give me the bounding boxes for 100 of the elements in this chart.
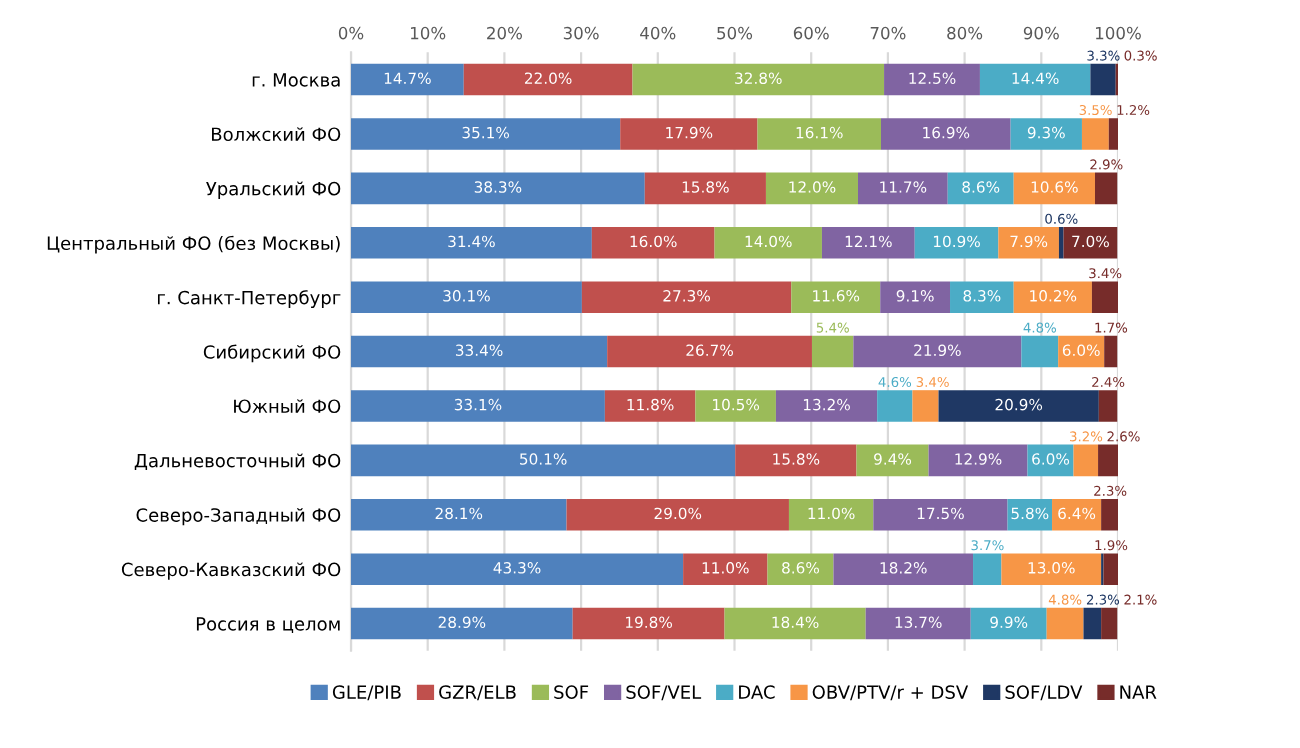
y-tick-label: г. Москва [252, 73, 340, 87]
bar [821, 226, 915, 259]
bar [788, 498, 874, 531]
bar [351, 118, 621, 150]
y-tick-label: Волжский ФО [212, 127, 341, 142]
legend-label: OBV/PTV/r + DSV [812, 685, 969, 701]
bar [351, 553, 684, 585]
bar [757, 118, 881, 150]
bar [351, 63, 464, 96]
bar [604, 390, 696, 422]
bar [591, 226, 715, 259]
x-tick-label: 30% [563, 26, 599, 40]
legend-label: GLE/PIB [332, 685, 401, 701]
bar [1090, 63, 1116, 96]
bar [1101, 607, 1118, 640]
bar [880, 281, 951, 313]
legend-label: DAC [739, 685, 775, 699]
bar [938, 390, 1099, 422]
bar [881, 118, 1011, 150]
bar [351, 335, 608, 368]
bar [853, 335, 1022, 368]
bar [873, 498, 1008, 531]
bar [1083, 607, 1102, 640]
bar [1098, 444, 1118, 477]
bar [1101, 498, 1118, 531]
y-tick-label: г. Санкт-Петербург [157, 290, 341, 308]
bar [607, 335, 812, 368]
y-tick-label: Дальневосточный ФО [134, 453, 341, 471]
bar [1091, 281, 1118, 313]
bar [1058, 335, 1105, 368]
bar [979, 63, 1091, 96]
bar [1013, 281, 1092, 313]
bar [351, 607, 573, 640]
bar [644, 172, 766, 205]
bar [1010, 118, 1082, 150]
y-tick-label: Сибирский ФО [203, 344, 341, 363]
bar [1098, 390, 1118, 422]
bar [811, 335, 854, 368]
bar [351, 281, 582, 313]
bar [998, 226, 1059, 259]
bar [1007, 498, 1053, 531]
legend-label: SOF/LDV [1005, 685, 1083, 701]
bar [351, 226, 592, 259]
x-tick-label: 80% [947, 26, 983, 40]
bar [884, 63, 980, 96]
bar [351, 172, 645, 205]
bar [973, 553, 1002, 585]
bar [947, 172, 1014, 205]
bar [1058, 226, 1064, 259]
bar [566, 498, 789, 531]
bar [632, 63, 885, 96]
bar [912, 390, 939, 422]
legend-label: SOF [554, 685, 589, 699]
x-tick-label: 100% [1096, 26, 1141, 40]
bar [865, 607, 971, 640]
bar [928, 444, 1028, 477]
x-tick-label: 70% [870, 26, 906, 40]
bar [683, 553, 768, 585]
bar [1104, 335, 1118, 368]
y-tick-label: Центральный ФО (без Москвы) [47, 235, 340, 254]
legend-label: SOF/VEL [626, 685, 702, 701]
bar [856, 444, 929, 477]
bar [714, 226, 822, 259]
bar [1046, 607, 1084, 640]
bar [463, 63, 633, 96]
bar [1052, 498, 1102, 531]
x-tick-label: 90% [1023, 26, 1059, 40]
bar [970, 607, 1047, 640]
y-tick-label: Северо-Западный ФО [136, 507, 341, 526]
bar [620, 118, 758, 150]
bar [581, 281, 792, 313]
x-tick-label: 0% [338, 26, 364, 40]
x-tick-label: 20% [487, 26, 522, 40]
bar [572, 607, 725, 640]
y-tick-label: Уральский ФО [206, 181, 341, 199]
bar [1021, 335, 1059, 368]
bar [857, 172, 948, 205]
bar [775, 390, 878, 422]
bar [1063, 226, 1118, 259]
bar [833, 553, 974, 585]
x-tick-label: 50% [717, 26, 753, 40]
bar [765, 172, 858, 205]
y-tick-label: Южный ФО [234, 399, 341, 414]
bar [351, 390, 605, 422]
bar [1013, 172, 1095, 205]
bar [735, 444, 857, 477]
bar [695, 390, 776, 422]
bar [767, 553, 834, 585]
legend-label: NAR [1120, 685, 1157, 699]
bar [351, 444, 736, 477]
bar [1001, 553, 1102, 585]
bar [950, 281, 1014, 313]
x-tick-label: 10% [411, 26, 446, 40]
bar [724, 607, 866, 640]
x-tick-label: 60% [793, 26, 829, 40]
bar [791, 281, 881, 313]
bar [1081, 118, 1109, 150]
bar [877, 390, 913, 422]
bar [914, 226, 999, 259]
x-tick-label: 40% [640, 26, 676, 40]
